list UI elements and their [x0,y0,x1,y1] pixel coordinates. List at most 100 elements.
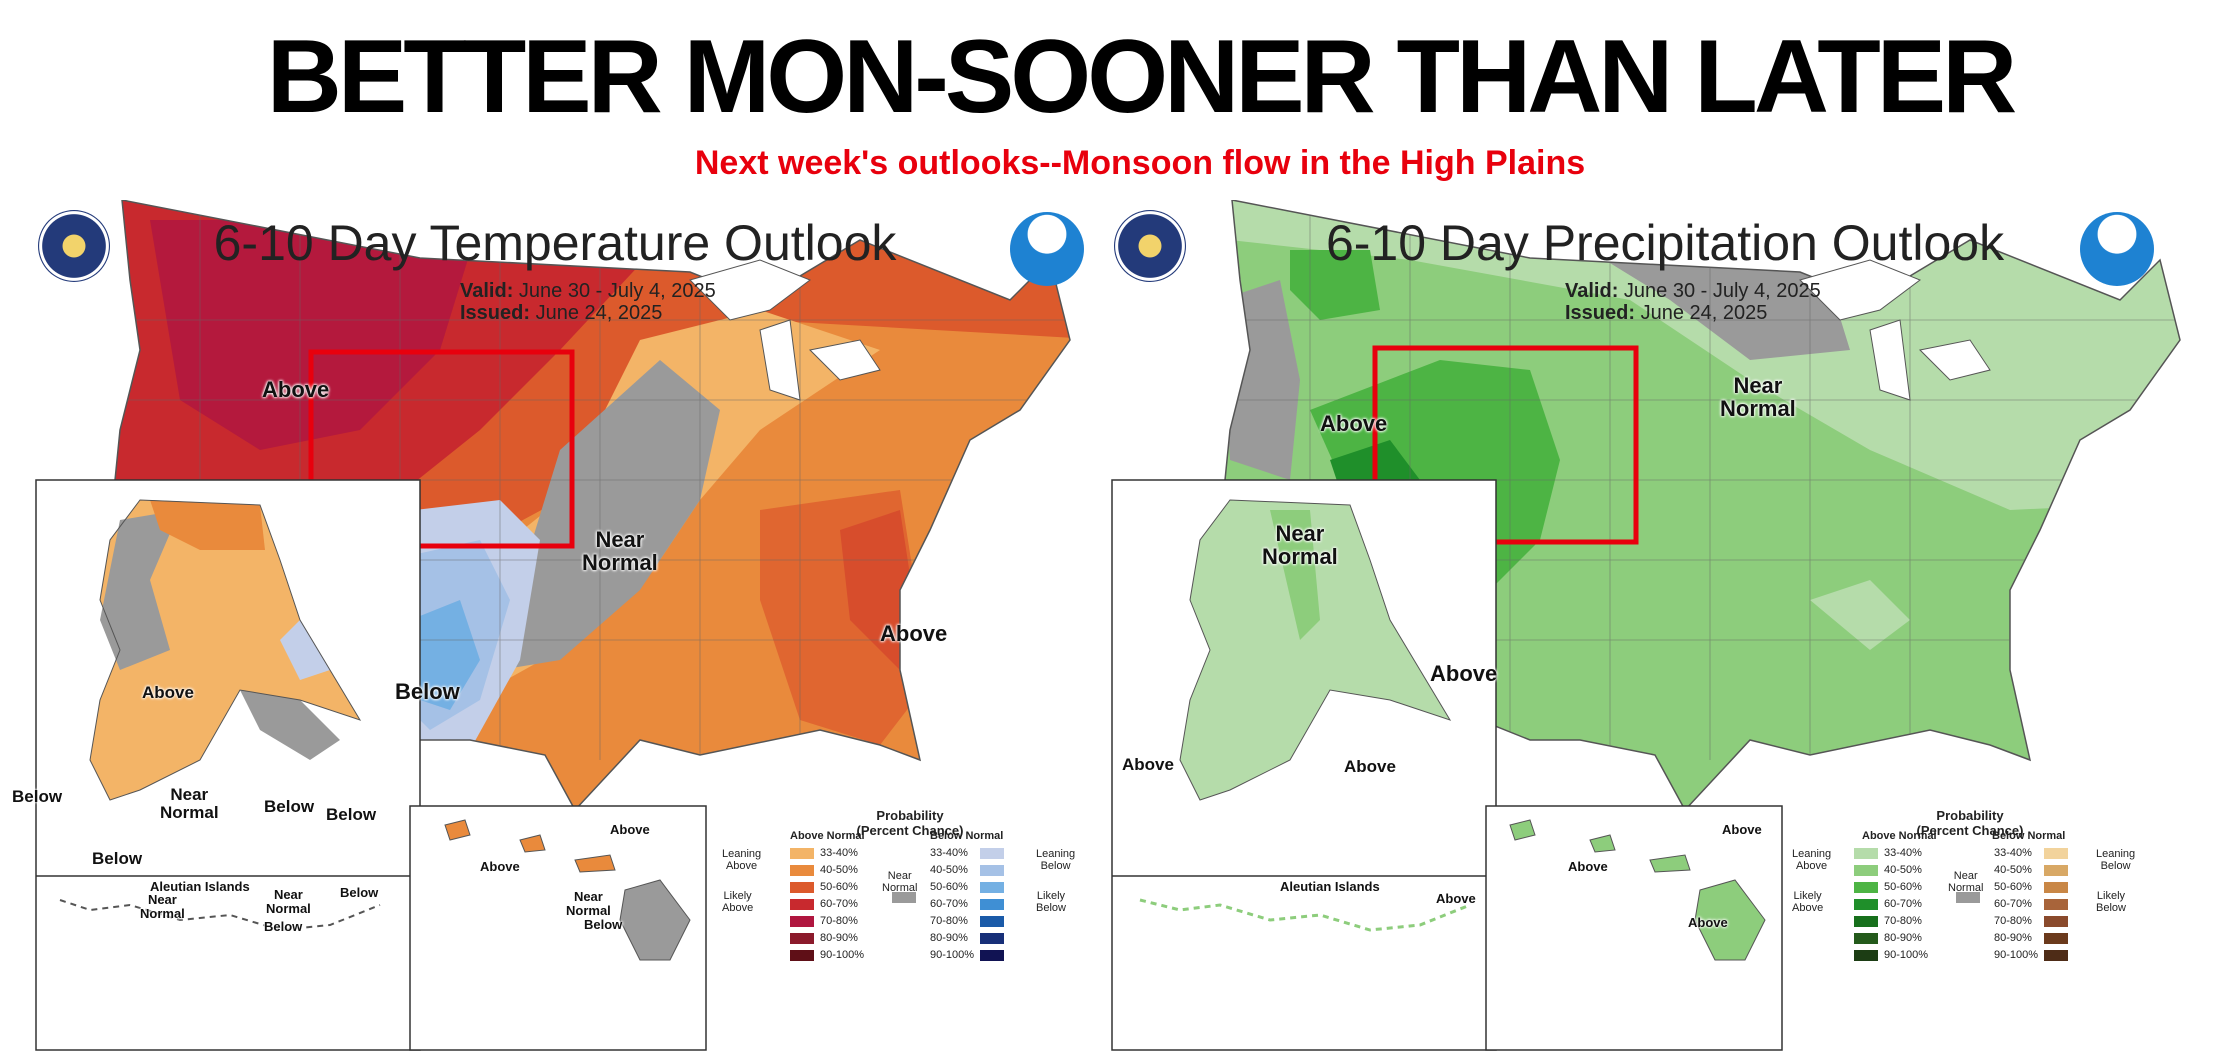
hi-above-2: Above [480,859,520,874]
temperature-legend-col-right: Below Normal [930,830,1004,842]
legend-range-right-3: 60-70% [930,898,968,910]
legend-swatch-right-6 [980,950,1004,961]
legend-swatch-right-5 [2044,933,2068,944]
legend-swatch-right-2 [2044,882,2068,893]
commerce-seal-icon [38,210,110,282]
legend-range-left-5: 80-90% [1884,932,1922,944]
label-above-se: Above [880,621,948,646]
precipitation-legend-col-left: Above Normal [1862,830,1937,842]
legend-swatch-left-4 [790,916,814,927]
precipitation-legend-likely-left: Likely Above [1792,890,1824,914]
label-above-nw: Above [1320,411,1388,436]
ak-label-above-c: Above [1344,757,1396,776]
legend-range-left-0: 33-40% [1884,847,1922,859]
noaa-logo-icon [2080,212,2154,286]
label-above-nw: Above [262,377,330,402]
legend-range-right-4: 70-80% [930,915,968,927]
legend-swatch-right-4 [980,916,1004,927]
hi-above-2: Above [1568,859,1608,874]
legend-swatch-left-6 [790,950,814,961]
legend-range-right-5: 80-90% [1994,932,2032,944]
ak-label-below-e: Below [326,805,377,824]
legend-swatch-right-1 [2044,865,2068,876]
ak-label-below-w: Below [12,787,63,806]
legend-swatch-right-4 [2044,916,2068,927]
highlight-box [308,349,575,549]
temperature-legend-leaning-right: Leaning Below [1036,848,1076,872]
ak-label-below-s: Below [92,849,143,868]
legend-range-left-3: 60-70% [820,898,858,910]
precipitation-legend-leaning-left: Leaning Above [1792,848,1832,872]
legend-swatch-right-3 [2044,899,2068,910]
hawaii-inset [409,805,707,1051]
label-above-sw: Above [1430,661,1498,686]
precipitation-legend-col-right: Below Normal [1992,830,2066,842]
precipitation-legend-near: Near Normal [1948,870,1984,894]
temperature-issued: Issued: June 24, 2025 [460,302,663,324]
alaska-inset [35,479,421,1051]
ak-label-below-c: Below [264,797,315,816]
legend-range-left-5: 80-90% [820,932,858,944]
legend-swatch-left-0 [1854,848,1878,859]
legend-range-right-4: 70-80% [1994,915,2032,927]
temperature-legend-likely-left: Likely Above [722,890,754,914]
temperature-legend-title: Probability (Percent Chance) [856,808,964,838]
noaa-logo-icon [1010,212,1084,286]
legend-range-right-0: 33-40% [930,847,968,859]
precipitation-issued: Issued: June 24, 2025 [1565,302,1768,324]
hi-above-1: Above [1722,822,1762,837]
legend-swatch-right-6 [2044,950,2068,961]
legend-swatch-right-5 [980,933,1004,944]
legend-swatch-left-5 [1854,933,1878,944]
legend-range-left-6: 90-100% [1884,949,1929,961]
legend-range-left-3: 60-70% [1884,898,1922,910]
legend-range-right-5: 80-90% [930,932,968,944]
legend-range-left-4: 70-80% [1884,915,1922,927]
legend-range-right-1: 40-50% [930,864,968,876]
legend-range-right-6: 90-100% [930,949,975,961]
ak-label-above-w: Above [1122,755,1174,774]
highlight-box [1372,345,1639,545]
legend-range-left-0: 33-40% [820,847,858,859]
legend-swatch-left-4 [1854,916,1878,927]
legend-swatch-left-2 [790,882,814,893]
legend-range-right-2: 50-60% [930,881,968,893]
aleutian-title: Aleutian Islands [150,879,250,894]
aleutian-title: Aleutian Islands [1280,879,1380,894]
legend-range-right-2: 50-60% [1994,881,2032,893]
legend-swatch-right-0 [980,848,1004,859]
ak-label-above: Above [142,683,194,702]
temperature-map [35,200,1071,1051]
legend-range-left-1: 40-50% [1884,864,1922,876]
temperature-title: 6-10 Day Temperature Outlook [213,215,897,271]
legend-swatch-left-5 [790,933,814,944]
label-near-normal-n: Near Normal [1720,373,1796,422]
legend-swatch-right-0 [2044,848,2068,859]
ak-label-near: Near Normal [160,785,219,822]
legend-swatch-near [892,892,916,903]
legend-range-right-3: 60-70% [1994,898,2032,910]
legend-swatch-left-0 [790,848,814,859]
legend-swatch-left-6 [1854,950,1878,961]
legend-range-right-6: 90-100% [1994,949,2039,961]
temperature-valid: Valid: June 30 - July 4, 2025 [460,280,716,302]
precipitation-legend-leaning-right: Leaning Below [2096,848,2136,872]
legend-range-left-1: 40-50% [820,864,858,876]
aleu-above: Above [1436,891,1476,906]
precipitation-valid: Valid: June 30 - July 4, 2025 [1565,280,1821,302]
hawaii-inset [1485,805,1783,1051]
legend-swatch-right-2 [980,882,1004,893]
legend-swatch-left-2 [1854,882,1878,893]
aleu-near-1: Near Normal [140,892,185,921]
temperature-legend-likely-right: Likely Below [1036,890,1066,914]
temperature-legend-near: Near Normal [882,870,918,894]
temperature-legend-leaning-left: Leaning Above [722,848,762,872]
aleu-near-2: Near Normal [266,887,311,916]
legend-swatch-near [1956,892,1980,903]
legend-range-left-2: 50-60% [1884,881,1922,893]
hi-near: Near Normal [566,889,611,918]
legend-range-right-1: 40-50% [1994,864,2032,876]
hi-above-1: Above [610,822,650,837]
precipitation-legend-likely-right: Likely Below [2096,890,2126,914]
precipitation-legend-title: Probability (Percent Chance) [1916,808,2024,838]
